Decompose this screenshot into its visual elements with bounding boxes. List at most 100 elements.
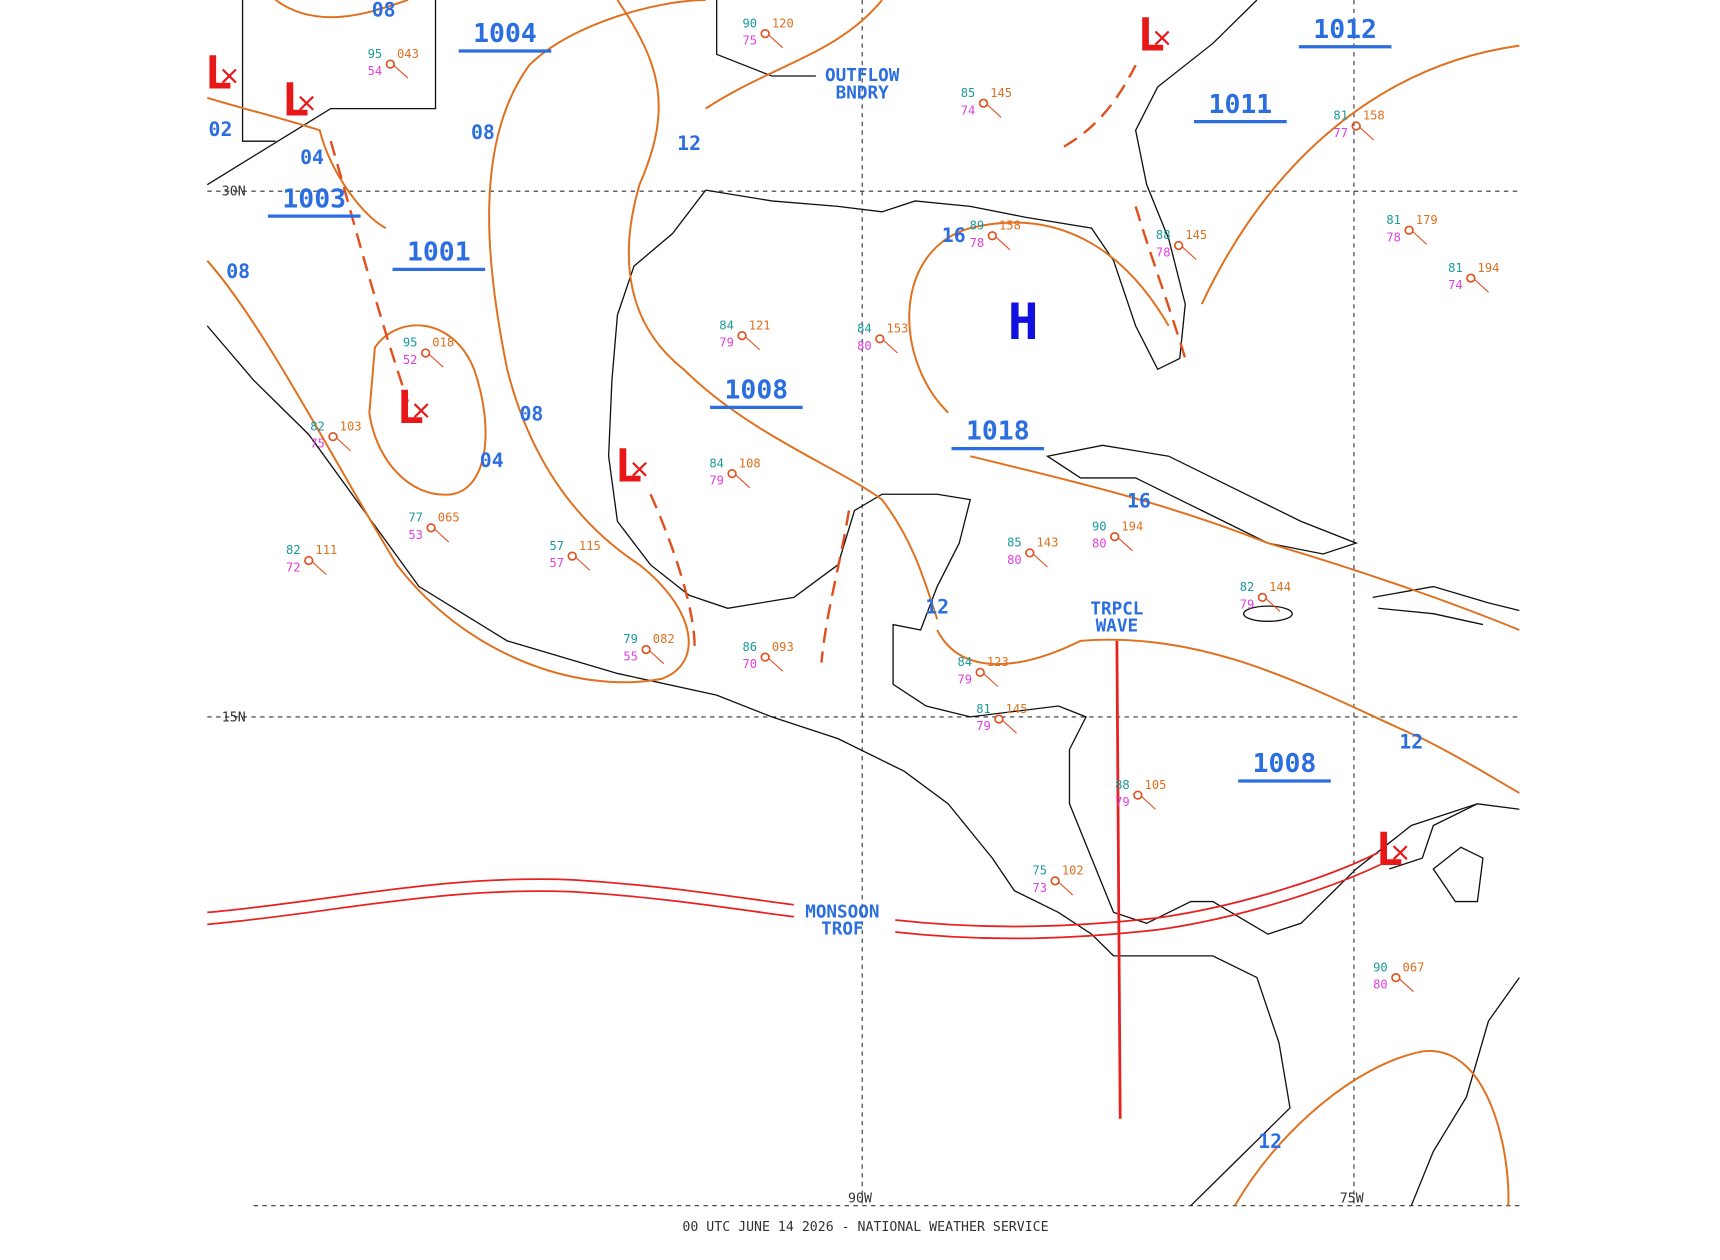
low-x — [1392, 845, 1408, 860]
grid-label: 75W — [1340, 1192, 1364, 1207]
station-pressure: 102 — [1062, 864, 1084, 878]
station-dewpoint: 77 — [1333, 126, 1348, 140]
station-dewpoint: 79 — [957, 673, 972, 687]
wind-barb — [882, 339, 898, 354]
station-marker — [1351, 121, 1361, 131]
station-marker — [760, 652, 770, 662]
station-temp: 88 — [1115, 778, 1130, 792]
wind-barb — [768, 657, 784, 672]
station-pressure: 194 — [1121, 519, 1143, 533]
coastline — [1389, 803, 1520, 1206]
station-temp: 84 — [957, 655, 972, 669]
station-dewpoint: 78 — [1386, 230, 1401, 244]
station-temp: 82 — [310, 419, 325, 433]
station-dewpoint: 79 — [1115, 795, 1130, 809]
isobar — [616, 0, 939, 620]
low-x — [299, 95, 314, 111]
isobar — [1200, 44, 1520, 305]
station-temp: 77 — [408, 511, 423, 525]
wind-barb — [649, 650, 665, 665]
wind-barb — [995, 236, 1011, 251]
wind-barb — [311, 561, 327, 576]
station-dewpoint: 79 — [1240, 598, 1255, 612]
station-marker — [737, 331, 747, 341]
wind-barb — [434, 528, 450, 543]
contour-label: 12 — [1399, 731, 1423, 754]
isobar — [275, 0, 409, 19]
station-pressure: 153 — [887, 322, 909, 336]
isobar — [1234, 1050, 1510, 1207]
station-dewpoint: 55 — [623, 650, 638, 664]
station-pressure: 108 — [739, 456, 761, 470]
wind-barb — [768, 34, 784, 49]
station-pressure: 158 — [999, 218, 1021, 232]
low-center: L — [1375, 822, 1403, 876]
station-marker — [328, 432, 338, 442]
isobar-label: 1012 — [1313, 15, 1377, 45]
isobar — [368, 324, 487, 496]
low-center: L — [204, 46, 232, 100]
contour-label: 16 — [1127, 489, 1151, 512]
contour-label: 12 — [1258, 1130, 1282, 1153]
low-x — [1154, 30, 1170, 46]
low-center: L — [396, 380, 424, 434]
isobar — [908, 221, 1170, 414]
station-dewpoint: 79 — [976, 719, 991, 733]
wind-barb — [575, 556, 591, 571]
high-center: H — [1008, 293, 1039, 352]
station-temp: 85 — [961, 86, 976, 100]
station-dewpoint: 52 — [403, 353, 418, 367]
contour-label: 08 — [372, 0, 396, 21]
station-temp: 57 — [550, 539, 565, 553]
station-temp: 81 — [1386, 213, 1401, 227]
station-dewpoint: 80 — [857, 339, 872, 353]
wind-barb — [1265, 598, 1281, 612]
station-temp: 89 — [970, 218, 985, 232]
station-marker — [987, 231, 997, 241]
station-marker — [1050, 876, 1060, 886]
wind-barb — [1117, 537, 1133, 552]
station-dewpoint: 53 — [408, 528, 423, 542]
station-pressure: 103 — [340, 419, 362, 433]
trough — [820, 510, 851, 663]
station-pressure: 143 — [1037, 536, 1059, 550]
contour-label: 08 — [471, 121, 495, 144]
station-dewpoint: 74 — [1448, 278, 1463, 292]
station-marker — [567, 551, 577, 561]
station-temp: 81 — [1448, 261, 1463, 275]
station-pressure: 179 — [1416, 213, 1438, 227]
contour-label: 04 — [300, 146, 324, 169]
station-temp: 75 — [1032, 864, 1047, 878]
station-marker — [1173, 240, 1184, 251]
isobar — [206, 96, 387, 229]
station-dewpoint: 80 — [1373, 978, 1388, 992]
grid-label: 30N — [222, 185, 246, 200]
station-temp: 95 — [403, 336, 418, 350]
low-center: L — [282, 73, 310, 127]
station-temp: 84 — [857, 322, 872, 336]
station-pressure: 194 — [1478, 261, 1500, 275]
isobar-label: 1001 — [407, 238, 471, 268]
station-temp: 82 — [286, 543, 301, 557]
station-marker — [978, 98, 989, 108]
coastline — [1243, 605, 1293, 622]
station-dewpoint: 79 — [719, 336, 734, 350]
wind-barb — [983, 673, 999, 687]
station-marker — [304, 555, 314, 566]
station-pressure: 144 — [1269, 580, 1291, 594]
contour-label: 04 — [480, 449, 504, 472]
isobar-label: 1004 — [473, 19, 537, 49]
isobar — [705, 0, 883, 110]
isobar-label: 1008 — [1253, 749, 1317, 779]
station-marker — [1404, 225, 1414, 235]
station-pressure: 082 — [653, 632, 675, 646]
monsoon-trough — [207, 851, 1381, 940]
contour-label: 12 — [925, 596, 949, 619]
contour-label: 08 — [519, 403, 543, 426]
isobar-label: 1011 — [1209, 90, 1273, 120]
wind-barb — [1058, 881, 1074, 896]
station-dewpoint: 79 — [709, 474, 724, 488]
isobar — [936, 629, 1520, 794]
wind-barb — [1140, 795, 1156, 810]
coastline — [206, 0, 816, 186]
